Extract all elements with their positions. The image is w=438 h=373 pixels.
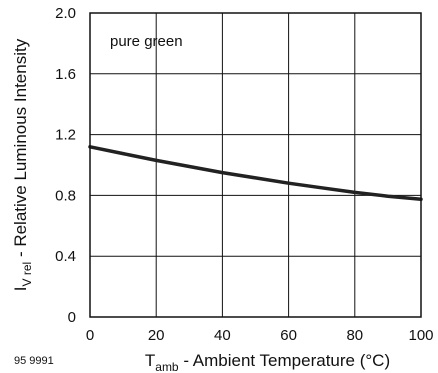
x-tick-label: 80 xyxy=(346,327,363,344)
y-tick-label: 0 xyxy=(68,309,76,326)
y-tick-label: 2.0 xyxy=(55,5,76,22)
y-tick-label: 1.6 xyxy=(55,66,76,83)
x-tick-label: 60 xyxy=(280,327,297,344)
x-axis-label-subscript: amb xyxy=(155,360,179,373)
plot-frame xyxy=(89,12,422,318)
x-axis-label-main: T xyxy=(145,351,155,370)
y-axis-label-rest: - Relative Luminous Intensity xyxy=(11,38,30,261)
x-tick-label: 100 xyxy=(408,327,433,344)
figure-id-label: 95 9991 xyxy=(14,355,54,367)
y-axis-label: IV rel - Relative Luminous Intensity xyxy=(11,38,34,291)
grid-lines xyxy=(90,13,421,317)
x-tick-label: 0 xyxy=(86,327,94,344)
y-axis-label-subscript: V rel xyxy=(20,262,34,287)
x-tick-label: 40 xyxy=(214,327,231,344)
y-tick-label: 0.8 xyxy=(55,187,76,204)
x-axis-label: Tamb - Ambient Temperature (°C) xyxy=(145,351,390,373)
tick-labels: 0 20 40 60 80 100 0 0.4 0.8 1.2 1.6 2.0 xyxy=(55,5,433,344)
y-tick-label: 1.2 xyxy=(55,127,76,144)
x-tick-label: 20 xyxy=(148,327,165,344)
y-tick-label: 0.4 xyxy=(55,248,76,265)
x-axis-label-rest: - Ambient Temperature (°C) xyxy=(179,351,391,370)
annotation-label: pure green xyxy=(110,33,183,50)
series-layer xyxy=(88,145,423,201)
intensity-curve xyxy=(88,145,423,201)
y-axis-label-main: I xyxy=(11,286,30,291)
